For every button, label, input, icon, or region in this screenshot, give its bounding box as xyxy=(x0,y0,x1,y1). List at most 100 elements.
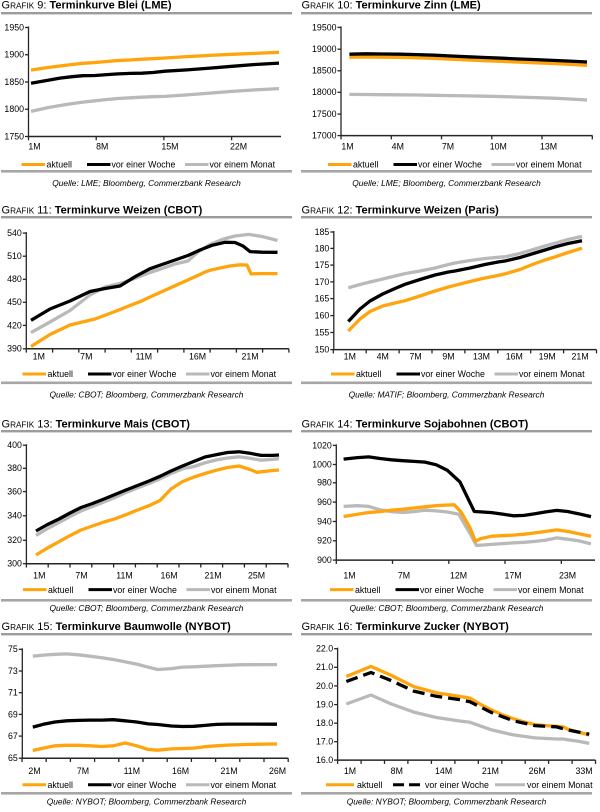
svg-text:300: 300 xyxy=(7,559,22,569)
svg-text:7M: 7M xyxy=(442,142,454,152)
svg-text:13M: 13M xyxy=(540,142,557,152)
svg-text:1M: 1M xyxy=(33,352,45,362)
svg-text:1900: 1900 xyxy=(4,50,24,60)
svg-text:7M: 7M xyxy=(398,571,410,581)
svg-text:170: 170 xyxy=(315,277,330,287)
svg-text:1M: 1M xyxy=(344,352,356,362)
svg-text:1000: 1000 xyxy=(312,459,332,469)
svg-text:Quelle: LME; Bloomberg, Commer: Quelle: LME; Bloomberg, Commerzbank Rese… xyxy=(352,178,541,188)
svg-text:340: 340 xyxy=(7,511,22,521)
svg-text:9M: 9M xyxy=(442,352,454,362)
svg-text:11M: 11M xyxy=(124,766,140,776)
svg-text:15M: 15M xyxy=(161,142,178,152)
svg-text:17500: 17500 xyxy=(312,109,337,119)
svg-text:22M: 22M xyxy=(230,142,247,152)
svg-text:450: 450 xyxy=(7,297,22,307)
svg-text:21M: 21M xyxy=(241,352,258,362)
svg-text:920: 920 xyxy=(317,536,332,546)
svg-text:vor einer Woche: vor einer Woche xyxy=(113,780,177,790)
svg-text:17.0: 17.0 xyxy=(316,737,333,747)
svg-text:380: 380 xyxy=(7,463,22,473)
svg-text:180: 180 xyxy=(315,243,330,253)
svg-text:vor einem Monat: vor einem Monat xyxy=(211,369,277,379)
svg-text:vor einem Monat: vor einem Monat xyxy=(211,585,277,595)
svg-text:vor einer Woche: vor einer Woche xyxy=(113,585,177,595)
svg-text:16M: 16M xyxy=(189,352,206,362)
svg-text:GRAFIK 12: Terminkurve Weizen: GRAFIK 12: Terminkurve Weizen (Paris) xyxy=(302,204,500,216)
svg-text:400: 400 xyxy=(7,440,22,450)
svg-text:19M: 19M xyxy=(539,352,556,362)
svg-text:23M: 23M xyxy=(559,571,576,581)
svg-text:GRAFIK 15: Terminkurve Baumwol: GRAFIK 15: Terminkurve Baumwolle (NYBOT) xyxy=(2,621,232,633)
svg-text:1M: 1M xyxy=(344,766,356,776)
svg-text:Quelle: NYBOT; Bloomberg, Comm: Quelle: NYBOT; Bloomberg, Commerzbank Re… xyxy=(347,797,547,807)
svg-text:vor einem Monat: vor einem Monat xyxy=(211,780,277,790)
svg-text:Quelle: NYBOT; Bloomberg, Comm: Quelle: NYBOT; Bloomberg, Commerzbank Re… xyxy=(47,797,247,807)
svg-text:13M: 13M xyxy=(473,352,490,362)
svg-text:21.0: 21.0 xyxy=(316,662,333,672)
svg-text:480: 480 xyxy=(7,274,22,284)
svg-text:12M: 12M xyxy=(450,571,467,581)
svg-text:Quelle: CBOT; Bloomberg, Comme: Quelle: CBOT; Bloomberg, Commerzbank Res… xyxy=(350,603,544,613)
svg-text:vor einer Woche: vor einer Woche xyxy=(425,780,489,790)
svg-text:21M: 21M xyxy=(220,766,237,776)
svg-text:17000: 17000 xyxy=(312,131,337,141)
svg-text:16M: 16M xyxy=(506,352,523,362)
svg-text:71: 71 xyxy=(8,688,18,698)
svg-text:69: 69 xyxy=(8,709,18,719)
svg-text:4M: 4M xyxy=(377,352,389,362)
svg-text:1M: 1M xyxy=(33,571,45,581)
svg-text:21M: 21M xyxy=(204,571,221,581)
svg-text:26M: 26M xyxy=(269,766,286,776)
svg-text:7M: 7M xyxy=(77,766,89,776)
svg-text:1M: 1M xyxy=(343,571,355,581)
svg-text:GRAFIK 11: Terminkurve Weizen: GRAFIK 11: Terminkurve Weizen (CBOT) xyxy=(2,204,203,216)
svg-text:1800: 1800 xyxy=(4,104,24,114)
svg-text:vor einer Woche: vor einer Woche xyxy=(420,585,484,595)
svg-text:20.0: 20.0 xyxy=(316,681,333,691)
svg-text:150: 150 xyxy=(315,345,330,355)
svg-text:960: 960 xyxy=(317,497,332,507)
svg-text:1020: 1020 xyxy=(312,440,332,450)
svg-text:19000: 19000 xyxy=(312,44,337,54)
svg-text:19.0: 19.0 xyxy=(316,700,333,710)
svg-text:16M: 16M xyxy=(172,766,189,776)
svg-text:16.0: 16.0 xyxy=(316,755,333,765)
svg-text:21M: 21M xyxy=(482,766,499,776)
svg-text:980: 980 xyxy=(317,478,332,488)
svg-text:GRAFIK 13: Terminkurve Mais (C: GRAFIK 13: Terminkurve Mais (CBOT) xyxy=(2,418,191,430)
svg-text:26M: 26M xyxy=(529,766,546,776)
svg-text:67: 67 xyxy=(8,731,18,741)
svg-text:33M: 33M xyxy=(575,766,592,776)
svg-text:420: 420 xyxy=(7,320,22,330)
svg-text:GRAFIK 9: Terminkurve Blei (LM: GRAFIK 9: Terminkurve Blei (LME) xyxy=(2,0,172,11)
svg-text:vor einem Monat: vor einem Monat xyxy=(519,369,585,379)
svg-text:7M: 7M xyxy=(75,571,87,581)
svg-text:aktuell: aktuell xyxy=(353,160,378,170)
svg-text:175: 175 xyxy=(315,260,330,270)
svg-text:vor einem Monat: vor einem Monat xyxy=(210,160,276,170)
svg-text:aktuell: aktuell xyxy=(48,369,73,379)
svg-text:510: 510 xyxy=(7,251,22,261)
svg-text:vor einem Monat: vor einem Monat xyxy=(518,585,584,595)
svg-text:21M: 21M xyxy=(572,352,589,362)
svg-text:7M: 7M xyxy=(80,352,92,362)
svg-text:Quelle: CBOT; Bloomberg, Comme: Quelle: CBOT; Bloomberg, Commerzbank Res… xyxy=(50,390,244,400)
svg-text:Quelle: LME; Bloomberg, Commer: Quelle: LME; Bloomberg, Commerzbank Rese… xyxy=(52,178,241,188)
svg-text:vor einem Monat: vor einem Monat xyxy=(516,160,582,170)
svg-text:19500: 19500 xyxy=(312,22,337,32)
svg-text:vor einem Monat: vor einem Monat xyxy=(527,780,593,790)
svg-text:GRAFIK 14: Terminkurve Sojaboh: GRAFIK 14: Terminkurve Sojabohnen (CBOT) xyxy=(302,418,529,430)
svg-text:aktuell: aktuell xyxy=(355,585,380,595)
svg-text:18500: 18500 xyxy=(312,66,337,76)
svg-text:aktuell: aktuell xyxy=(356,369,381,379)
svg-text:10M: 10M xyxy=(490,142,507,152)
svg-text:8M: 8M xyxy=(96,142,108,152)
svg-text:165: 165 xyxy=(315,294,330,304)
svg-text:73: 73 xyxy=(8,666,18,676)
svg-text:1850: 1850 xyxy=(4,77,24,87)
svg-text:vor einer Woche: vor einer Woche xyxy=(421,369,485,379)
svg-text:GRAFIK 16: Terminkurve Zucker: GRAFIK 16: Terminkurve Zucker (NYBOT) xyxy=(302,621,510,633)
svg-text:940: 940 xyxy=(317,516,332,526)
svg-text:vor einer Woche: vor einer Woche xyxy=(112,160,176,170)
